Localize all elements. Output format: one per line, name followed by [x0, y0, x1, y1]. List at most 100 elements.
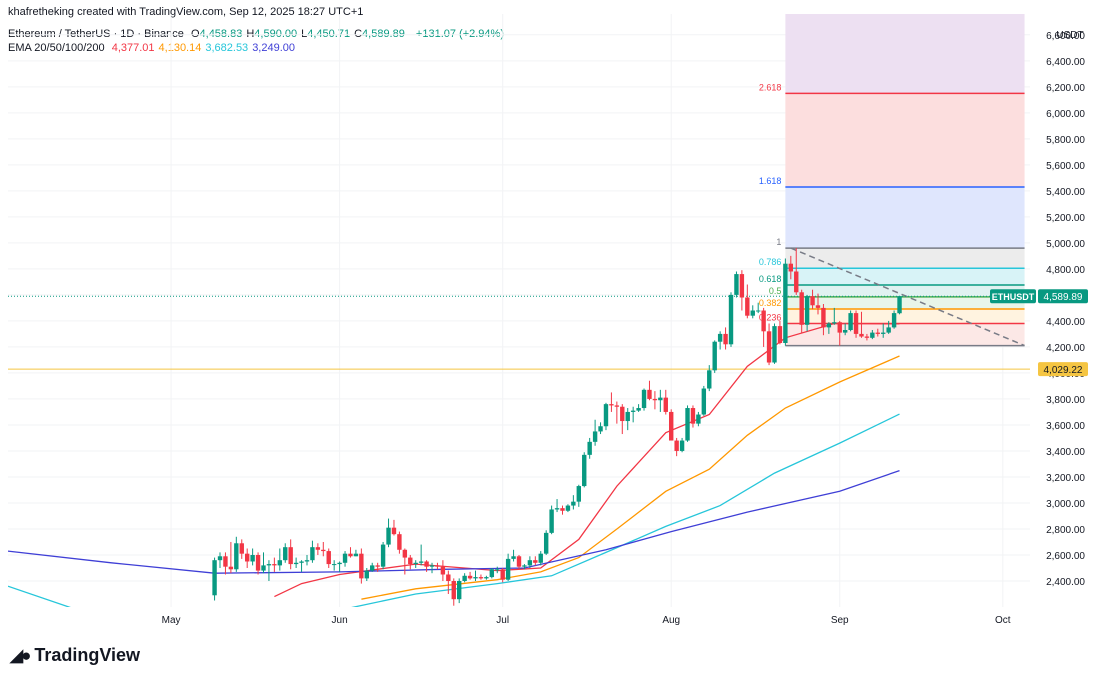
- candle: [630, 406, 636, 423]
- fib-zone: [785, 14, 1025, 94]
- candle: [391, 519, 397, 536]
- candle: [288, 539, 293, 570]
- candle-body: [217, 556, 223, 561]
- candle: [353, 549, 359, 557]
- candle-body: [315, 547, 321, 550]
- candle-body: [304, 560, 310, 562]
- candle: [696, 411, 701, 427]
- candle: [658, 389, 663, 412]
- y-tick-label: 5,600.00: [1046, 161, 1085, 172]
- candle-body: [881, 332, 886, 334]
- candle: [261, 552, 266, 574]
- candle-body: [277, 560, 283, 566]
- candle: [538, 551, 543, 566]
- candle: [250, 548, 255, 566]
- candle: [723, 327, 728, 350]
- candle: [457, 578, 462, 604]
- ema-value-2: 3,682.53: [205, 42, 249, 54]
- candle-body: [641, 389, 647, 409]
- candle-body: [516, 556, 522, 567]
- candle-body: [571, 501, 576, 506]
- symbol-label[interactable]: Ethereum / TetherUS · 1D · Binance: [8, 28, 184, 40]
- candle: [810, 289, 815, 310]
- candle-body: [707, 370, 712, 389]
- candle: [620, 404, 625, 435]
- y-tick-label: 5,000.00: [1046, 239, 1085, 250]
- fib-level-label: 0.786: [759, 257, 782, 267]
- candle: [478, 574, 484, 580]
- candle: [440, 560, 446, 581]
- candle: [543, 530, 549, 555]
- candle: [609, 392, 614, 412]
- candle-body: [821, 307, 826, 328]
- candle-body: [250, 554, 255, 562]
- x-tick-label: Aug: [662, 615, 680, 626]
- candle-body: [652, 398, 658, 401]
- y-tick-label: 4,400.00: [1046, 317, 1085, 328]
- candle-body: [408, 557, 413, 565]
- candle: [799, 289, 804, 333]
- candle-body: [386, 527, 391, 545]
- candle: [641, 388, 647, 411]
- candle-body: [402, 549, 408, 558]
- y-tick-label: 5,800.00: [1046, 135, 1085, 146]
- candle: [598, 422, 603, 435]
- candle: [364, 567, 369, 581]
- candle-body: [783, 263, 788, 344]
- candle-body: [342, 553, 348, 563]
- candle: [576, 484, 581, 507]
- candle-body: [696, 414, 701, 424]
- candle: [511, 549, 516, 562]
- ema-label[interactable]: EMA 20/50/100/200: [8, 42, 105, 54]
- candle: [397, 531, 402, 554]
- candle: [348, 547, 353, 558]
- ema-line: [8, 413, 900, 607]
- candle-body: [228, 566, 234, 570]
- y-tick-label: 2,600.00: [1046, 551, 1085, 562]
- candle: [571, 495, 576, 510]
- candle-body: [511, 556, 516, 559]
- y-tick-label: 5,200.00: [1046, 213, 1085, 224]
- tradingview-logo[interactable]: ◢● TradingView: [10, 645, 140, 666]
- candle-body: [723, 333, 728, 345]
- last-price-label: 4,589.89: [1044, 292, 1083, 303]
- candle: [685, 405, 690, 442]
- y-tick-label: 4,800.00: [1046, 265, 1085, 276]
- candle: [647, 380, 652, 401]
- candle-body: [489, 569, 495, 578]
- ohlc-legend: Ethereum / TetherUS · 1D · Binance O4,45…: [8, 28, 508, 40]
- candle-body: [587, 441, 592, 455]
- candle: [815, 293, 821, 315]
- candle: [533, 556, 538, 566]
- candle: [636, 404, 641, 412]
- candle: [467, 571, 473, 580]
- candle-body: [777, 326, 783, 344]
- candle-body: [478, 577, 484, 579]
- candle-body: [826, 323, 832, 328]
- candle-body: [310, 547, 315, 561]
- candle-body: [435, 565, 440, 567]
- candle-body: [223, 556, 228, 567]
- candle: [853, 310, 859, 338]
- y-tick-label: 5,400.00: [1046, 187, 1085, 198]
- candle-body: [413, 562, 418, 565]
- candle-body: [239, 543, 244, 554]
- candle-body: [870, 332, 875, 338]
- candle: [331, 560, 337, 571]
- candle: [603, 402, 609, 431]
- fib-level-label: 1: [776, 237, 781, 247]
- candle-body: [473, 577, 478, 579]
- fib-zone: [785, 186, 1025, 249]
- candle-body: [679, 440, 685, 451]
- candle-body: [261, 565, 266, 571]
- candle: [625, 408, 630, 431]
- candle: [234, 536, 239, 572]
- candle: [375, 562, 380, 572]
- x-tick-label: May: [162, 615, 181, 626]
- candle-body: [397, 534, 402, 550]
- candle: [315, 543, 321, 555]
- candle: [516, 554, 522, 570]
- candle-body: [712, 341, 717, 371]
- candle-body: [832, 322, 837, 324]
